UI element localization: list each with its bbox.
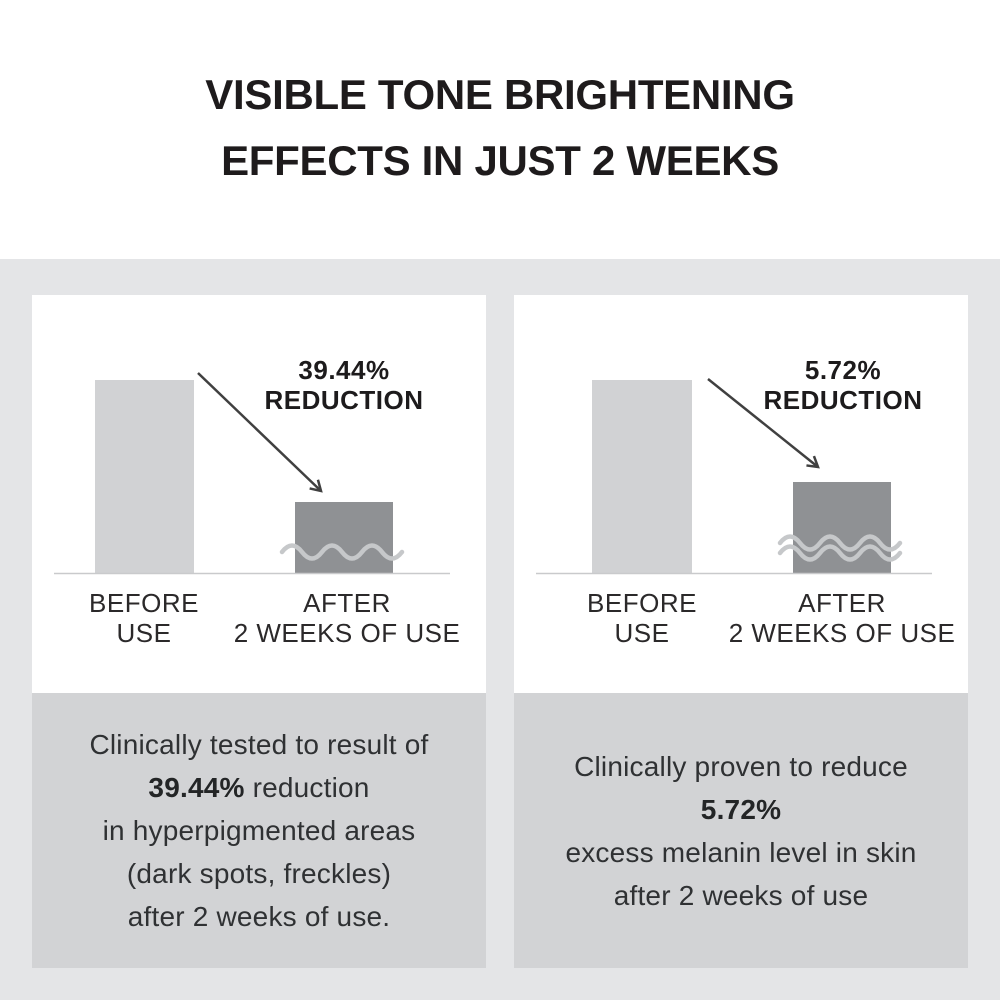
reduction-arrow [197, 372, 323, 493]
chart-card-melanin: 5.72% REDUCTION BEFORE USE AFTER 2 WEEKS… [514, 295, 968, 693]
bar-chart-hyperpigmentation: 39.44% REDUCTION BEFORE USE AFTER 2 WEEK… [54, 355, 461, 648]
caption-stat-bold: 39.44% [148, 772, 245, 803]
bar-label-before-line1: BEFORE [89, 588, 199, 618]
bar-label-after-line2: 2 WEEKS OF USE [729, 618, 956, 648]
caption-stat-bold: 5.72% [700, 793, 782, 825]
caption-hyperpigmentation: Clinically tested to result of 39.44% re… [32, 693, 486, 968]
caption-line: in hyperpigmented areas [102, 815, 416, 846]
reduction-word: REDUCTION [264, 385, 423, 415]
bar-label-before-line1: BEFORE [587, 588, 697, 618]
reduction-value: 5.72% [805, 355, 881, 385]
axis-break-squiggle-2 [777, 544, 903, 562]
bar-before-use [592, 380, 692, 573]
axis-break-squiggle [279, 543, 405, 561]
results-section: 39.44% REDUCTION BEFORE USE AFTER 2 WEEK… [0, 259, 1000, 1000]
axis-break-squiggle-1 [777, 534, 903, 552]
page-title-line2: EFFECTS IN JUST 2 WEEKS [221, 137, 779, 184]
caption-line: excess melanin level in skin [565, 836, 917, 868]
bar-after-use [295, 502, 393, 573]
bar-label-after-line1: AFTER [303, 588, 391, 618]
caption-line: 39.44% reduction [148, 766, 369, 809]
caption-line: Clinically tested to result of [89, 729, 429, 760]
bar-label-before-line2: USE [117, 618, 172, 648]
caption-line-rest: reduction [244, 772, 370, 803]
caption-line: after 2 weeks of use [613, 879, 869, 911]
chart-card-hyperpigmentation: 39.44% REDUCTION BEFORE USE AFTER 2 WEEK… [32, 295, 486, 693]
bar-chart-melanin: 5.72% REDUCTION BEFORE USE AFTER 2 WEEKS… [536, 355, 956, 648]
header: VISIBLE TONE BRIGHTENING EFFECTS IN JUST… [0, 0, 1000, 259]
reduction-arrow [707, 378, 820, 469]
caption-line: after 2 weeks of use. [127, 901, 391, 932]
bar-label-after-line2: 2 WEEKS OF USE [234, 618, 461, 648]
bar-label-before-line2: USE [615, 618, 670, 648]
caption-line: 5.72% [701, 788, 781, 831]
reduction-word: REDUCTION [763, 385, 922, 415]
caption-line: Clinically proven to reduce [574, 750, 908, 782]
page-title-line1: VISIBLE TONE BRIGHTENING [205, 71, 795, 118]
page-title: VISIBLE TONE BRIGHTENING EFFECTS IN JUST… [0, 0, 1000, 194]
bar-before-use [95, 380, 194, 573]
caption-melanin: Clinically proven to reduce 5.72% excess… [514, 693, 968, 968]
bar-label-after-line1: AFTER [798, 588, 886, 618]
caption-line: (dark spots, freckles) [126, 858, 392, 889]
reduction-value: 39.44% [298, 355, 389, 385]
